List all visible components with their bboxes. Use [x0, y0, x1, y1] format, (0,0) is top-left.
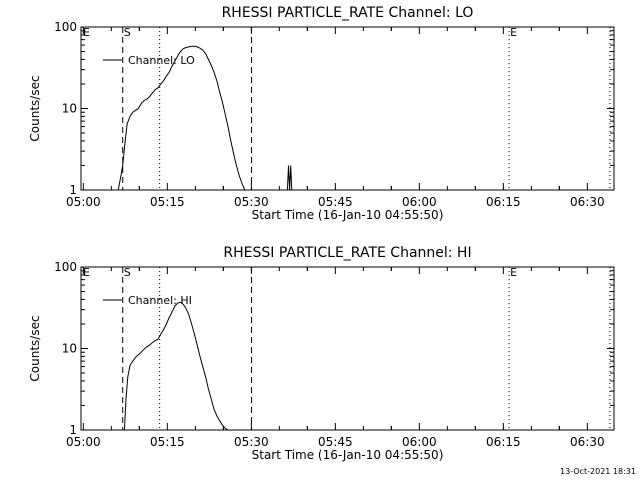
event-marker-label: E	[83, 266, 90, 279]
x-tick-label: 06:00	[402, 195, 437, 209]
x-tick-label: 06:15	[486, 435, 521, 449]
x-tick-label: 05:30	[234, 435, 269, 449]
x-tick-label: 05:15	[150, 435, 185, 449]
event-marker-label: S	[124, 26, 131, 39]
chart-title: RHESSI PARTICLE_RATE Channel: HI	[223, 245, 471, 261]
footer-timestamp: 13-Oct-2021 18:31	[560, 467, 636, 476]
y-tick-label: 100	[54, 260, 77, 274]
x-tick-label: 05:30	[234, 195, 269, 209]
plot-frame	[80, 266, 615, 431]
chart-panel-1: RHESSI PARTICLE_RATE Channel: LO 1 10 100 Co…	[28, 5, 615, 222]
event-marker-label: E	[510, 26, 517, 39]
plot-frame	[80, 26, 615, 191]
legend-label: Channel: LO	[128, 54, 195, 67]
chart-panels: RHESSI PARTICLE_RATE Channel: LO 1 10 100 Co…	[28, 5, 615, 462]
x-tick-label: 05:15	[150, 195, 185, 209]
x-tick-label: 05:45	[318, 195, 353, 209]
event-marker-label: E	[83, 26, 90, 39]
x-tick-label: 06:30	[570, 195, 605, 209]
x-tick-label: 06:00	[402, 435, 437, 449]
event-marker-label: E	[510, 266, 517, 279]
legend-label: Channel: HI	[128, 294, 192, 307]
y-axis-label: Counts/sec	[28, 75, 42, 141]
x-tick-label: 05:00	[66, 195, 101, 209]
chart-panel-2: RHESSI PARTICLE_RATE Channel: HI 1 10 100 Co…	[28, 245, 615, 462]
series-line	[123, 301, 229, 431]
y-axis-label: Counts/sec	[28, 315, 42, 381]
x-axis-label: Start Time (16-Jan-10 04:55:50)	[252, 208, 444, 222]
y-tick-label: 10	[62, 342, 77, 356]
series-line	[286, 165, 293, 191]
y-tick-label: 1	[69, 183, 77, 197]
x-tick-label: 05:45	[318, 435, 353, 449]
y-tick-label: 10	[62, 102, 77, 116]
y-tick-label: 100	[54, 20, 77, 34]
y-tick-label: 1	[69, 423, 77, 437]
x-axis-label: Start Time (16-Jan-10 04:55:50)	[252, 448, 444, 462]
x-tick-label: 06:30	[570, 435, 605, 449]
chart-title: RHESSI PARTICLE_RATE Channel: LO	[222, 5, 474, 21]
x-tick-label: 05:00	[66, 435, 101, 449]
x-tick-label: 06:15	[486, 195, 521, 209]
series-line	[117, 45, 246, 191]
event-marker-label: S	[124, 266, 131, 279]
